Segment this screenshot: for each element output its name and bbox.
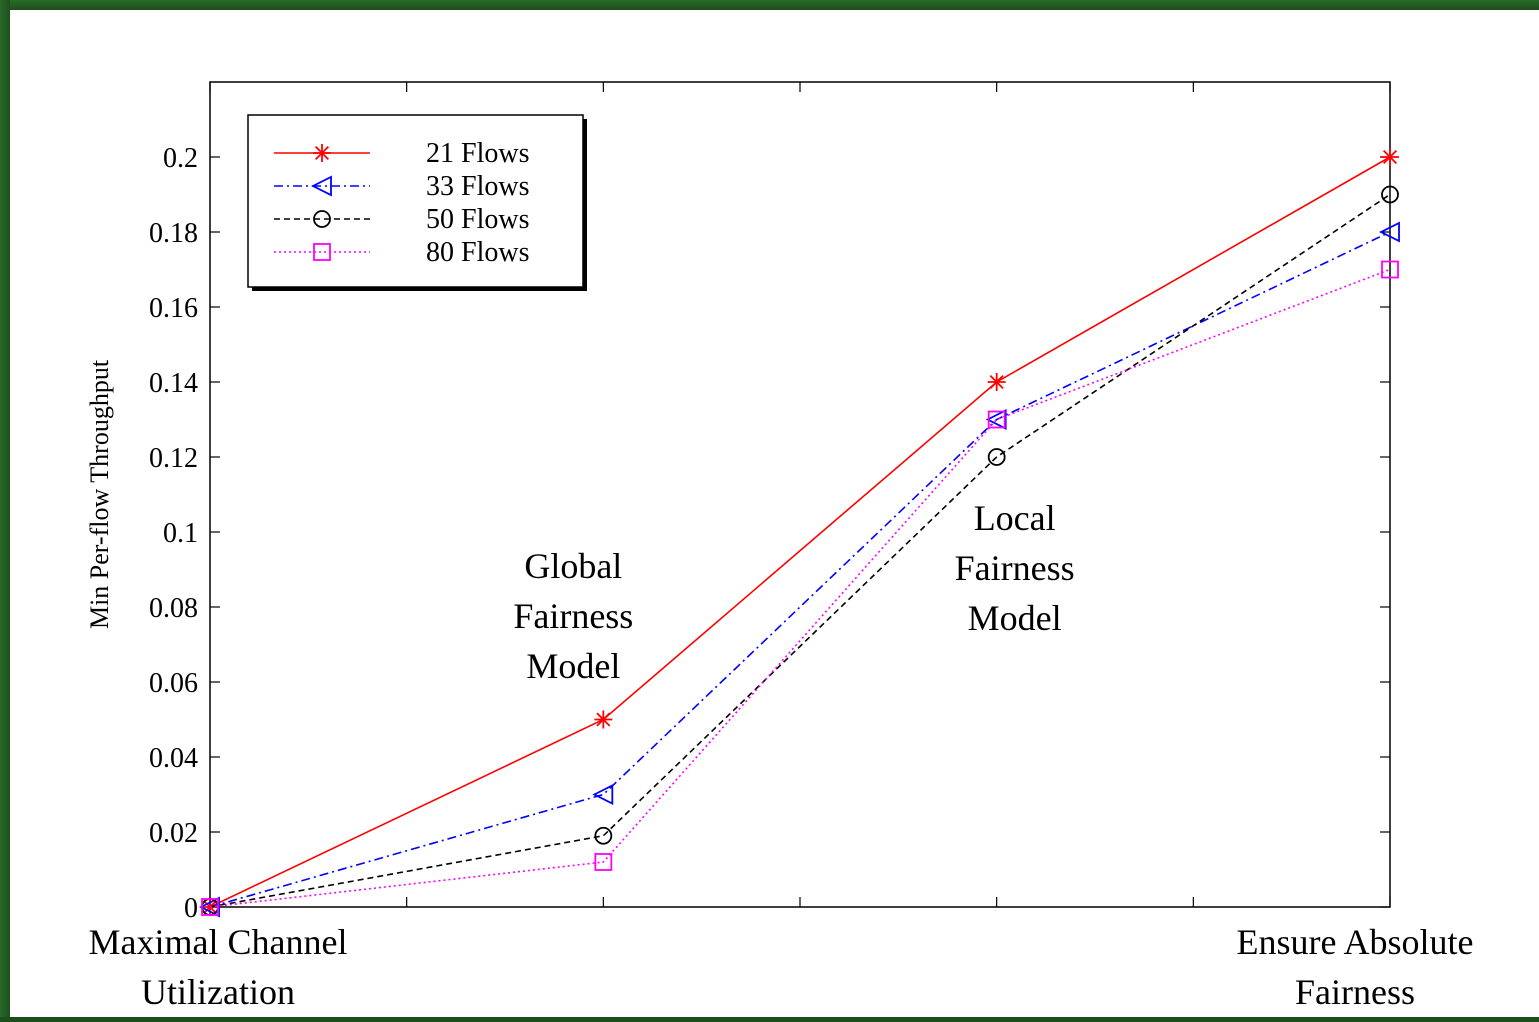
series-line-3 xyxy=(209,193,1391,908)
legend-marker xyxy=(313,243,331,261)
data-point-series-2 xyxy=(198,896,220,918)
legend-marker xyxy=(313,210,331,228)
data-point-series-1 xyxy=(596,712,611,727)
data-point-series-2 xyxy=(1378,221,1400,243)
annotation-text: Model xyxy=(526,646,620,686)
y-tick-label: 0.12 xyxy=(149,443,198,474)
chart-canvas: 0 0.02 0.04 0.06 0.08 0.1 0.12 0.14 0.16 0.18 0.2 M… xyxy=(10,10,1539,1017)
y-tick-label: 0.14 xyxy=(149,368,198,399)
annotation-text: Fairness xyxy=(955,548,1075,588)
y-tick-label: 0.18 xyxy=(149,218,198,249)
data-point-series-4 xyxy=(987,410,1006,429)
data-point-series-3 xyxy=(594,826,613,845)
annotation-text: Fairness xyxy=(513,596,633,636)
data-point-series-2 xyxy=(985,409,1007,430)
y-tick-label: 0.04 xyxy=(149,743,198,774)
legend-marker xyxy=(310,175,332,197)
y-tick-label: 0.16 xyxy=(149,293,198,324)
annotation-text: Global xyxy=(524,546,622,586)
y-tick-label: 0 xyxy=(184,893,198,924)
data-point-series-1 xyxy=(989,375,1004,389)
legend-label: 21 Flows xyxy=(426,138,529,169)
y-tick-label: 0.2 xyxy=(163,143,198,174)
x-label-right-line: Ensure Absolute xyxy=(1237,922,1474,962)
data-point-series-3 xyxy=(1381,185,1399,204)
data-point-series-2 xyxy=(592,784,614,805)
series-line-4 xyxy=(209,268,1391,908)
series-line-2 xyxy=(209,231,1391,908)
y-tick-label: 0.1 xyxy=(163,518,198,549)
legend-label: 80 Flows xyxy=(426,237,529,268)
chart-svg: 0 0.02 0.04 0.06 0.08 0.1 0.12 0.14 0.16 0.18 0.2 M… xyxy=(85,81,1474,1012)
x-label-right-line: Fairness xyxy=(1295,972,1415,1012)
x-label-left-line: Utilization xyxy=(141,972,295,1012)
data-point-series-4 xyxy=(201,898,219,916)
x-label-left-line: Maximal Channel xyxy=(89,922,348,962)
data-point-series-3 xyxy=(987,448,1006,466)
annotation-text: Local xyxy=(974,498,1056,538)
y-tick-label: 0.08 xyxy=(149,593,198,624)
series-line-1 xyxy=(209,156,1391,908)
legend-label: 50 Flows xyxy=(426,204,529,235)
data-point-series-4 xyxy=(594,853,613,871)
frame-left-border xyxy=(0,0,10,1017)
data-point-series-4 xyxy=(1381,260,1399,279)
data-point-series-1 xyxy=(1383,150,1397,164)
y-tick-label: 0.02 xyxy=(149,818,198,849)
frame-top-border xyxy=(0,0,1539,10)
legend-label: 33 Flows xyxy=(426,171,529,202)
legend-box xyxy=(247,114,584,288)
y-axis-label: Min Per-flow Throughput xyxy=(85,359,114,629)
annotation-text: Model xyxy=(968,598,1062,638)
legend-marker xyxy=(315,146,329,160)
y-tick-label: 0.06 xyxy=(149,668,198,699)
